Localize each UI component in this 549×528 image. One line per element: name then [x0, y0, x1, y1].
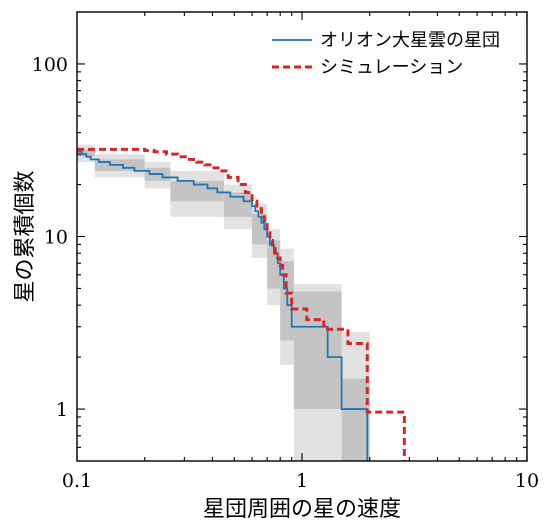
- series-lines: [77, 147, 406, 461]
- y-tick-label: 1: [56, 399, 68, 421]
- x-tick-label: 0.1: [62, 470, 92, 492]
- y-axis-title: 星の累積個数: [13, 170, 38, 302]
- y-tick-labels: 1 10 100: [32, 54, 68, 421]
- series-line-1: [77, 147, 406, 461]
- legend-label-0: オリオン大星雲の星団: [320, 30, 500, 51]
- legend-label-1: シミュレーション: [320, 57, 463, 78]
- x-tick-label: 10: [515, 470, 539, 492]
- band-inner-box-9: [341, 378, 370, 461]
- x-axis-title: 星団周囲の星の速度: [203, 497, 401, 522]
- x-tick-label: 1: [296, 470, 308, 492]
- y-tick-label: 10: [44, 227, 68, 249]
- band-inner-box-3: [170, 180, 224, 202]
- axis-ticks: [76, 11, 528, 462]
- x-tick-labels: 0.1 1 10: [62, 470, 539, 492]
- y-tick-label: 100: [32, 54, 68, 76]
- uncertainty-bands: [77, 144, 370, 461]
- band-inner-box-8: [293, 291, 342, 410]
- band-inner-box-0: [77, 149, 95, 157]
- series-line-0: [77, 150, 369, 461]
